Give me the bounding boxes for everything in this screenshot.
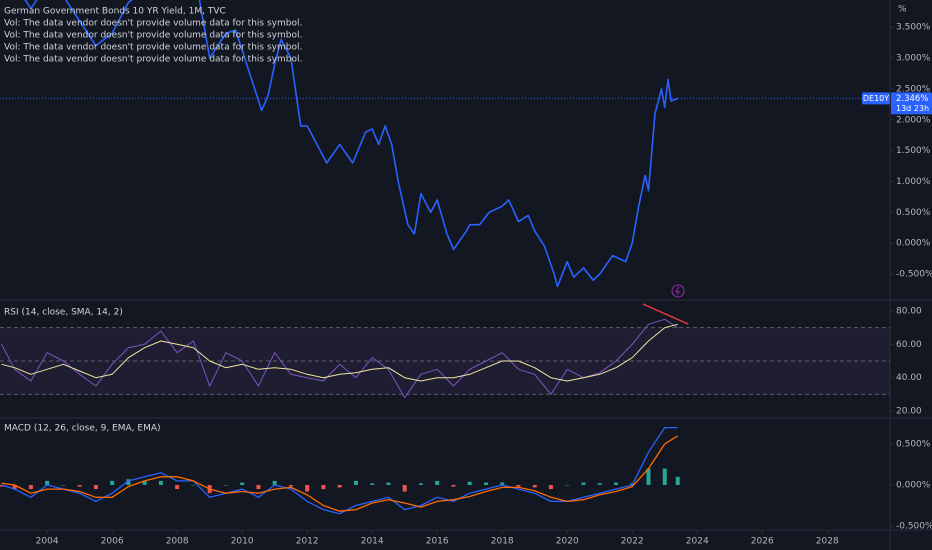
macd-histogram-bar: [110, 480, 115, 485]
series-line: [1, 435, 679, 512]
macd-histogram-bar: [158, 480, 163, 485]
volume-note: Vol: The data vendor doesn't provide vol…: [4, 55, 302, 65]
event-icon[interactable]: [671, 284, 685, 298]
x-tick-label: 2028: [816, 537, 839, 547]
macd-histogram-bar: [548, 484, 553, 490]
y-tick-label: 1.500%: [896, 146, 931, 156]
macd-histogram-bar: [451, 484, 456, 487]
macd-histogram-bar: [581, 482, 586, 485]
macd-histogram-bar: [45, 480, 50, 485]
x-tick-label: 2004: [36, 537, 59, 547]
macd-histogram-bar: [386, 482, 391, 485]
x-tick-label: 2020: [556, 537, 579, 547]
macd-histogram-bar: [61, 484, 66, 486]
macd-histogram-bar: [435, 480, 440, 485]
y-tick-label: 3.000%: [896, 54, 931, 64]
x-tick-label: 2012: [296, 537, 319, 547]
macd-histogram-bar: [353, 480, 358, 485]
y-tick-label: -0.500%: [896, 521, 932, 531]
macd-histogram-bar: [402, 484, 407, 492]
macd-histogram-bar: [597, 483, 602, 485]
macd-histogram-bar: [321, 484, 326, 490]
macd-histogram-bar: [370, 483, 375, 485]
x-tick-label: 2014: [361, 537, 384, 547]
x-tick-label: 2026: [751, 537, 774, 547]
y-tick-label: 20.00: [896, 407, 922, 417]
x-tick-label: 2016: [426, 537, 449, 547]
macd-histogram-bar: [256, 484, 261, 490]
macd-histogram-bar: [662, 468, 667, 485]
macd-histogram-bar: [500, 482, 505, 485]
macd-histogram-bar: [126, 479, 131, 485]
macd-histogram-bar: [142, 480, 147, 485]
x-tick-label: 2018: [491, 537, 514, 547]
divergence-drawing: [642, 303, 689, 325]
macd-histogram-bar: [675, 476, 680, 485]
macd-histogram-bar: [337, 484, 342, 488]
macd-histogram-bar: [516, 484, 521, 487]
macd-histogram-bar: [77, 484, 82, 487]
x-tick-label: 2008: [166, 537, 189, 547]
symbol-tag: [862, 92, 890, 105]
macd-histogram-bar: [28, 484, 33, 490]
macd-histogram-bar: [272, 480, 277, 485]
series-line: [24, 0, 679, 288]
rsi-title: RSI (14, close, SMA, 14, 2): [4, 308, 123, 318]
macd-histogram-bar: [223, 484, 228, 486]
series-line: [1, 323, 678, 382]
y-tick-label: 3.500%: [896, 23, 931, 33]
macd-histogram-bar: [0, 484, 4, 487]
macd-histogram-bar: [93, 484, 98, 490]
x-tick-label: 2010: [231, 537, 254, 547]
symbol-tag-text: DE10Y: [863, 94, 889, 103]
macd-histogram-bar: [418, 483, 423, 485]
macd-histogram-bar: [240, 482, 245, 485]
macd-histogram-bar: [288, 484, 293, 487]
volume-note: Vol: The data vendor doesn't provide vol…: [4, 43, 302, 53]
macd-histogram-bar: [467, 481, 472, 485]
y-tick-label: 1.000%: [896, 177, 931, 187]
macd-histogram-bar: [565, 484, 570, 486]
symbol-title: German Government Bonds 10 YR Yield, 1M,…: [4, 7, 226, 17]
volume-note: Vol: The data vendor doesn't provide vol…: [4, 19, 302, 29]
y-tick-label: 0.500%: [896, 208, 931, 218]
event-icon-bolt: [675, 286, 680, 296]
x-tick-label: 2006: [101, 537, 124, 547]
y-tick-label: -0.500%: [896, 270, 932, 280]
y-tick-label: 40.00: [896, 373, 922, 383]
macd-histogram-bar: [646, 468, 651, 485]
macd-histogram-bar: [12, 484, 17, 490]
price-tag-value: 2.346%: [896, 94, 928, 104]
unit-label: %: [898, 5, 907, 15]
macd-title: MACD (12, 26, close, 9, EMA, EMA): [4, 424, 161, 434]
price-tag-countdown: 13d 23h: [896, 104, 929, 113]
y-tick-label: 2.000%: [896, 115, 931, 125]
macd-histogram-bar: [483, 482, 488, 485]
macd-histogram-bar: [191, 484, 196, 486]
y-tick-label: 0.500%: [896, 439, 931, 449]
y-tick-label: 0.000%: [896, 480, 931, 490]
y-tick-label: 0.000%: [896, 239, 931, 249]
macd-histogram-bar: [305, 484, 310, 492]
price-tag: [891, 92, 932, 115]
volume-note: Vol: The data vendor doesn't provide vol…: [4, 31, 302, 41]
macd-histogram-bar: [613, 482, 618, 485]
x-tick-label: 2024: [686, 537, 709, 547]
x-tick-label: 2022: [621, 537, 644, 547]
y-tick-label: 2.500%: [896, 84, 931, 94]
macd-histogram-bar: [532, 484, 537, 488]
series-line: [1, 318, 678, 399]
y-tick-label: 80.00: [896, 307, 922, 317]
macd-histogram-bar: [175, 484, 180, 490]
y-tick-label: 60.00: [896, 340, 922, 350]
